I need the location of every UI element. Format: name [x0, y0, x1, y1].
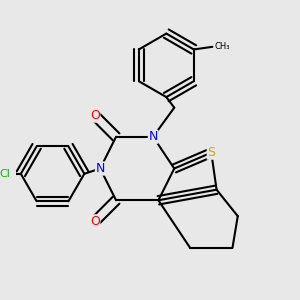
Text: CH₃: CH₃	[215, 42, 230, 51]
Text: S: S	[207, 146, 215, 159]
Text: Cl: Cl	[0, 169, 11, 179]
Text: N: N	[95, 162, 105, 175]
Text: O: O	[90, 109, 100, 122]
Text: N: N	[148, 130, 158, 143]
Text: O: O	[90, 215, 100, 228]
